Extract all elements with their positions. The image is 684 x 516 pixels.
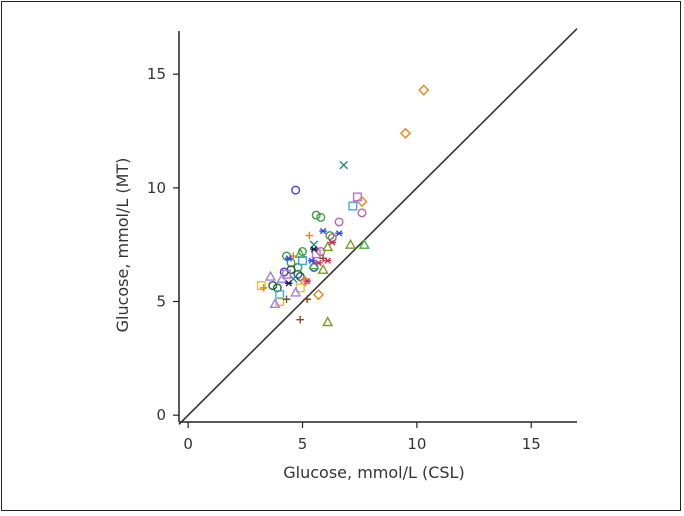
- data-point-circle-0-0: [291, 185, 301, 195]
- data-point-circle-1-4: [286, 258, 296, 268]
- y-axis-title: Glucose, mmol/L (MT): [113, 158, 132, 333]
- data-point-square-6-2: [282, 269, 292, 279]
- x-tick-label-0: 0: [183, 435, 193, 453]
- data-point-asterisk-15-1: [314, 259, 323, 267]
- data-point-square-6-0: [352, 192, 362, 202]
- data-point-triangle-11-3: [276, 272, 288, 284]
- x-tick-label-5: 5: [298, 435, 308, 453]
- data-point-plus-13-1: [259, 284, 268, 292]
- data-point-circle-1-0: [311, 210, 321, 220]
- data-point-x-5-0: [339, 160, 348, 170]
- data-point-triangle-9-3: [317, 263, 329, 274]
- data-point-asterisk-15-0: [328, 239, 337, 246]
- data-point-triangle-9-0: [322, 316, 334, 327]
- data-point-plus-12-1: [282, 295, 291, 304]
- y-tick-label-5: 5: [156, 293, 166, 311]
- data-point-triangle-11-0: [269, 297, 281, 309]
- data-point-asterisk-16-0: [310, 246, 318, 253]
- data-point-plus-13-0: [305, 231, 314, 240]
- x-tick-label-10: 10: [407, 435, 426, 453]
- data-point-asterisk-15-2: [323, 257, 332, 264]
- data-point-asterisk-14-2: [284, 255, 293, 262]
- data-point-circle-2-0: [268, 281, 278, 291]
- data-point-square-8-2: [295, 283, 305, 293]
- x-axis-title: Glucose, mmol/L (CSL): [283, 463, 464, 482]
- y-tick-label-10: 10: [147, 179, 166, 197]
- data-point-circle-2-3: [272, 283, 282, 293]
- data-point-plus-12-2: [303, 295, 311, 304]
- identity-line: [178, 28, 578, 425]
- data-point-square-7-0: [348, 201, 358, 211]
- data-point-asterisk-16-1: [284, 280, 293, 287]
- data-point-square-8-0: [256, 281, 266, 291]
- data-point-triangle-11-1: [264, 270, 277, 281]
- data-point-diamond-4-0: [418, 84, 430, 96]
- data-point-diamond-4-2: [356, 195, 368, 208]
- data-point-asterisk-15-3: [303, 277, 311, 285]
- x-tick-label-15: 15: [522, 435, 541, 453]
- data-point-triangle-9-1: [322, 241, 334, 252]
- data-point-circle-0-1: [293, 269, 303, 279]
- data-point-triangle-10-1: [294, 247, 306, 258]
- y-tick-label-0: 0: [156, 406, 166, 424]
- data-point-square-6-1: [311, 249, 321, 259]
- data-point-plus-12-0: [296, 315, 305, 324]
- data-point-square-7-2: [275, 290, 285, 300]
- data-point-diamond-4-1: [399, 127, 412, 139]
- data-point-circle-2-2: [286, 265, 296, 275]
- data-point-asterisk-14-0: [319, 227, 327, 235]
- y-tick-label-15: 15: [147, 65, 166, 83]
- data-point-circle-1-1: [316, 212, 326, 222]
- data-point-triangle-9-2: [344, 238, 357, 249]
- data-point-triangle-11-2: [290, 286, 302, 297]
- data-point-diamond-4-3: [312, 289, 325, 301]
- data-point-asterisk-14-1: [335, 230, 343, 237]
- data-point-asterisk-14-3: [307, 257, 316, 264]
- data-point-circle-3-0: [357, 208, 367, 218]
- data-point-circle-3-1: [334, 217, 344, 227]
- data-point-triangle-10-0: [358, 238, 370, 249]
